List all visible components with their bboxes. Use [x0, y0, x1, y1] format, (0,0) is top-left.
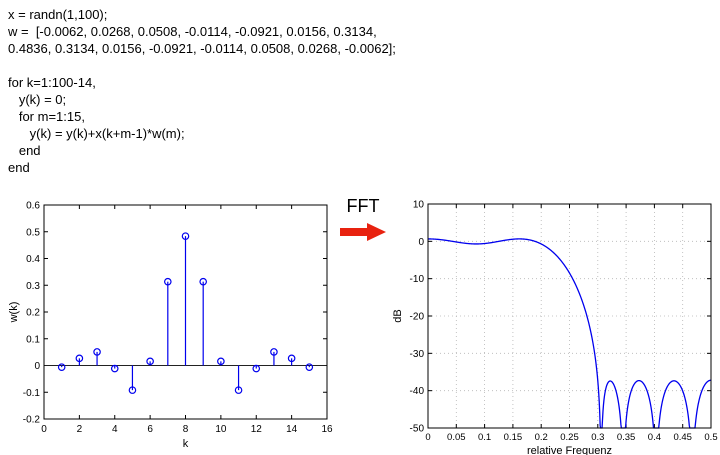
- response-curve: [428, 238, 712, 429]
- right-arrow-icon: [340, 223, 386, 241]
- svg-text:0: 0: [418, 237, 424, 248]
- svg-text:0.15: 0.15: [504, 432, 523, 443]
- right-arrow-shape: [340, 223, 386, 241]
- svg-text:0.25: 0.25: [560, 432, 579, 443]
- svg-text:0.1: 0.1: [26, 334, 40, 345]
- frequency-response-plot: 0 0.05 0.1 0.15 0.2 0.25 0.3 0.35 0.4 0.45 0.5 10 0-…: [390, 190, 718, 455]
- svg-text:0.45: 0.45: [673, 432, 692, 443]
- svg-text:-0.2: -0.2: [23, 415, 41, 426]
- svg-text:0.1: 0.1: [478, 432, 491, 443]
- svg-text:-40: -40: [410, 386, 425, 397]
- svg-text:-50: -50: [410, 424, 425, 435]
- svg-text:10: 10: [413, 200, 425, 211]
- svg-text:16: 16: [321, 424, 333, 435]
- code-block: x = randn(1,100); w = [-0.0062, 0.0268, …: [8, 7, 396, 175]
- svg-text:0.35: 0.35: [617, 432, 636, 443]
- svg-text:0.4: 0.4: [26, 254, 40, 265]
- svg-text:-0.1: -0.1: [23, 388, 41, 399]
- svg-text:2: 2: [77, 424, 83, 435]
- svg-text:dB: dB: [392, 309, 404, 322]
- svg-text:relative Frequenz: relative Frequenz: [527, 445, 612, 455]
- stem-series: [57, 232, 314, 394]
- svg-text:0.05: 0.05: [447, 432, 466, 443]
- frequency-response-svg: 0 0.05 0.1 0.15 0.2 0.25 0.3 0.35 0.4 0.45 0.5100-…: [392, 200, 718, 455]
- svg-text:10: 10: [215, 424, 227, 435]
- svg-text:12: 12: [251, 424, 263, 435]
- svg-text:0.6: 0.6: [26, 201, 40, 212]
- svg-text:k: k: [183, 438, 189, 449]
- stem-plot-svg: -0.2 -0.1 0 0.1 0.2 0.3 0.4 0.5 0.6 0 2 4 6 8 10 12 14 16…: [8, 201, 333, 451]
- svg-text:0.2: 0.2: [535, 432, 548, 443]
- svg-text:0.5: 0.5: [26, 227, 40, 238]
- svg-text:-10: -10: [410, 274, 425, 285]
- svg-text:6: 6: [147, 424, 153, 435]
- svg-text:0.3: 0.3: [591, 432, 604, 443]
- svg-text:0.2: 0.2: [26, 308, 40, 319]
- svg-text:0: 0: [425, 432, 430, 443]
- svg-text:0.4: 0.4: [648, 432, 661, 443]
- svg-text:-30: -30: [410, 349, 425, 360]
- svg-text:8: 8: [183, 424, 189, 435]
- svg-text:w(k): w(k): [8, 302, 20, 324]
- fft-label: FFT: [346, 196, 380, 216]
- svg-text:0: 0: [34, 361, 40, 372]
- svg-text:0: 0: [41, 424, 47, 435]
- fft-arrow-group: FFT: [336, 196, 390, 246]
- stem-plot: -0.2 -0.1 0 0.1 0.2 0.3 0.4 0.5 0.6 0 2 4 6 8 10 12 14 16…: [6, 197, 334, 454]
- svg-text:4: 4: [112, 424, 118, 435]
- svg-text:-20: -20: [410, 312, 425, 323]
- svg-text:0.5: 0.5: [704, 432, 717, 443]
- svg-text:14: 14: [286, 424, 298, 435]
- svg-text:0.3: 0.3: [26, 281, 40, 292]
